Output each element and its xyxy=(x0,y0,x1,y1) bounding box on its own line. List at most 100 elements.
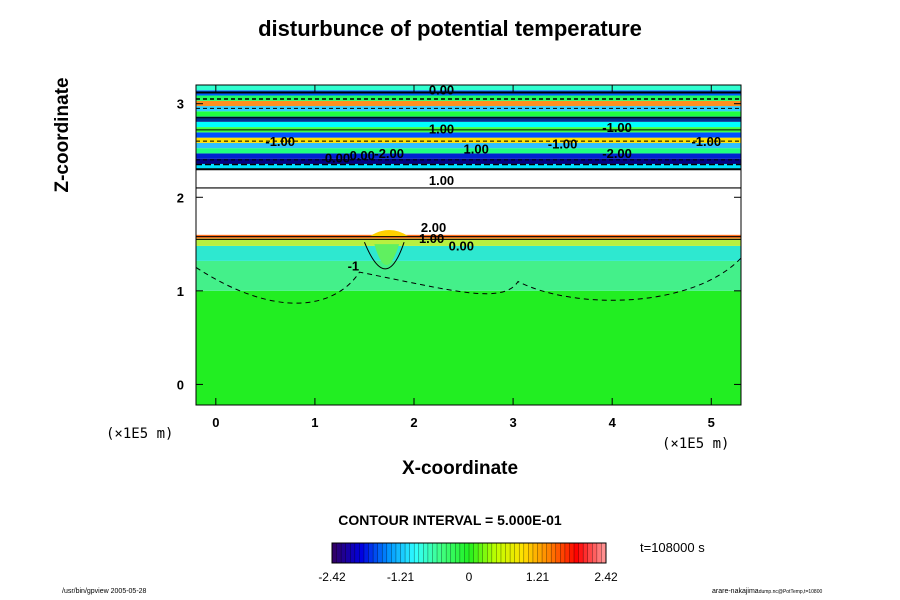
x-unit-left: (×1E5 m) xyxy=(106,426,174,442)
field-band-upper xyxy=(196,95,741,101)
contour-label: 0.00 xyxy=(350,148,375,163)
colorbar-cell xyxy=(596,543,602,563)
colorbar-cell xyxy=(500,543,507,563)
contour-label: -1 xyxy=(348,258,360,273)
colorbar-cell xyxy=(336,543,342,563)
contour-label: 1.00 xyxy=(464,141,489,156)
x-tick-label: 4 xyxy=(609,415,617,430)
field-band-upper xyxy=(196,111,741,117)
colorbar-cell xyxy=(363,543,370,563)
colorbar-cell xyxy=(414,543,420,563)
contour-label: 1.00 xyxy=(419,231,444,246)
contour-label: 1.00 xyxy=(429,122,454,137)
colorbar-cell xyxy=(359,543,365,563)
colorbar-cell xyxy=(432,543,438,563)
contour-label: 2.00 xyxy=(421,220,446,235)
y-tick-label: 1 xyxy=(177,284,184,299)
field-band-lower xyxy=(196,290,741,405)
colorbar-cell xyxy=(464,543,470,563)
colorbar-cell xyxy=(510,543,516,563)
colorbar-cell xyxy=(450,543,456,563)
field-plume xyxy=(374,244,400,266)
contour-label: -1.00 xyxy=(691,134,721,149)
chart-title: disturbunce of potential temperature xyxy=(258,16,642,41)
footer-file: dump.nc@PotTemp,t=10800 xyxy=(758,589,823,595)
colorbar-cell xyxy=(601,543,607,563)
colorbar-cell xyxy=(409,543,415,563)
contour-label: 1.00 xyxy=(429,173,454,188)
field-band-upper xyxy=(196,158,741,164)
contour-label: -2.00 xyxy=(602,146,632,161)
colorbar-cell xyxy=(478,543,484,563)
colorbar-cell xyxy=(469,543,475,563)
colorbar-cell xyxy=(473,543,479,563)
colorbar-cell xyxy=(551,543,557,563)
colorbar-cell xyxy=(519,543,525,563)
field-band-upper xyxy=(196,106,741,112)
colorbar-cell xyxy=(528,543,534,563)
field-band-upper xyxy=(196,121,741,128)
contour-label: 0.00 xyxy=(449,239,474,254)
colorbar-cell xyxy=(523,543,529,563)
field-band-upper xyxy=(196,85,741,91)
colorbar-cell xyxy=(532,543,538,563)
field-band-cool xyxy=(196,245,741,261)
colorbar-cell xyxy=(482,543,488,563)
y-axis-title: Z-coordinate xyxy=(52,77,73,193)
field-band-upper xyxy=(196,100,741,107)
colorbar-cell xyxy=(569,543,575,563)
colorbar-cell xyxy=(405,543,411,563)
colorbar-cell xyxy=(578,543,584,563)
y-ticks: 0 1 2 3 xyxy=(177,97,741,392)
colorbar-cell xyxy=(491,543,497,563)
colorbar-cell xyxy=(373,543,379,563)
x-tick-label: 3 xyxy=(509,415,516,430)
colorbar-cell xyxy=(514,543,520,563)
colorbar-cell xyxy=(350,543,356,563)
field-band-upper xyxy=(196,153,741,159)
colorbar-cell xyxy=(574,543,580,563)
colorbar-cell xyxy=(583,543,589,563)
colorbar-cell xyxy=(446,543,452,563)
colorbar-cell xyxy=(560,543,566,563)
x-tick-label: 5 xyxy=(708,415,715,430)
colorbar-cell xyxy=(395,543,401,563)
field-band-upper xyxy=(196,132,741,138)
colorbar-cell xyxy=(505,543,511,563)
y-tick-label: 2 xyxy=(177,190,184,205)
contour-label: -1.00 xyxy=(602,120,632,135)
contour-label: -1.00 xyxy=(265,134,295,149)
colorbar-cell xyxy=(546,543,552,563)
field-band-warm xyxy=(196,238,741,246)
colorbar-cell xyxy=(382,543,388,563)
colorbar-cell xyxy=(537,543,543,563)
field-band-empty xyxy=(196,187,741,235)
field-band-upper xyxy=(196,116,741,122)
colorbar-cell xyxy=(345,543,351,563)
colorbar-cell xyxy=(542,543,548,563)
plot-frame xyxy=(195,84,742,406)
colorbar-tick-label: -1.21 xyxy=(387,570,415,584)
x-axis-title: X-coordinate xyxy=(401,458,519,479)
contour-interval-label: CONTOUR INTERVAL = 5.000E-01 xyxy=(338,512,562,528)
colorbar-cell xyxy=(354,543,360,563)
field-band-upper xyxy=(196,163,741,170)
colorbar-cell xyxy=(341,543,347,563)
colorbar-cell xyxy=(400,543,406,563)
field-warm-spike xyxy=(369,230,410,237)
colorbar-cell xyxy=(587,543,593,563)
colorbar-cell xyxy=(377,543,383,563)
colorbar-cell xyxy=(455,543,461,563)
colorbar-cell xyxy=(391,543,397,563)
colorbar-cell xyxy=(441,543,447,563)
x-tick-label: 0 xyxy=(212,415,219,430)
field-band-mid xyxy=(196,260,741,291)
colorbar-cell xyxy=(592,543,598,563)
field-band-upper xyxy=(196,137,741,143)
colorbar-cell xyxy=(459,543,465,563)
y-tick-label: 0 xyxy=(177,377,184,392)
field-band-upper xyxy=(196,142,741,149)
contour-labels: -1.000.00 0.00 -2.00 1.00 -1.00-1.00-2.00-1.… xyxy=(265,82,721,273)
x-unit-right: (×1E5 m) xyxy=(662,436,730,452)
